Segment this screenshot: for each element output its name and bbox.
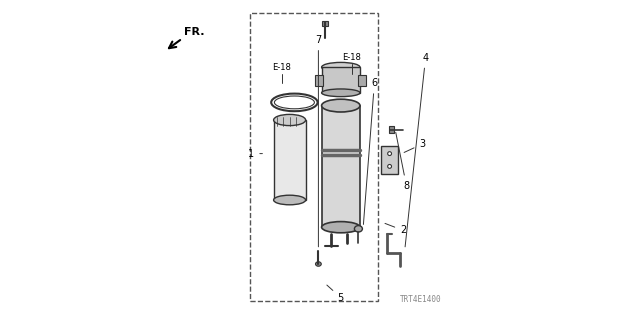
Text: 3: 3	[404, 139, 426, 152]
Text: 2: 2	[385, 223, 406, 236]
FancyBboxPatch shape	[321, 67, 360, 93]
FancyBboxPatch shape	[381, 146, 398, 174]
Text: E-18: E-18	[342, 53, 362, 62]
Text: 7: 7	[316, 35, 321, 247]
Ellipse shape	[355, 226, 362, 232]
Text: 1: 1	[248, 148, 262, 159]
Ellipse shape	[388, 152, 392, 156]
Ellipse shape	[275, 96, 314, 109]
Ellipse shape	[274, 115, 306, 126]
Text: 5: 5	[327, 285, 344, 303]
Text: 8: 8	[396, 132, 410, 191]
FancyBboxPatch shape	[315, 75, 323, 86]
FancyBboxPatch shape	[358, 75, 366, 86]
Ellipse shape	[274, 195, 306, 205]
FancyBboxPatch shape	[322, 21, 328, 26]
Ellipse shape	[321, 222, 360, 233]
Ellipse shape	[321, 89, 360, 97]
Ellipse shape	[321, 99, 360, 112]
Text: 6: 6	[364, 78, 378, 224]
FancyBboxPatch shape	[321, 106, 360, 227]
Ellipse shape	[316, 262, 321, 266]
Text: E-18: E-18	[272, 63, 291, 72]
Text: TRT4E1400: TRT4E1400	[400, 295, 442, 304]
FancyBboxPatch shape	[274, 120, 306, 200]
FancyBboxPatch shape	[388, 126, 394, 133]
Ellipse shape	[388, 164, 392, 168]
Text: FR.: FR.	[184, 27, 205, 37]
Ellipse shape	[321, 62, 360, 72]
Text: 4: 4	[405, 52, 429, 247]
